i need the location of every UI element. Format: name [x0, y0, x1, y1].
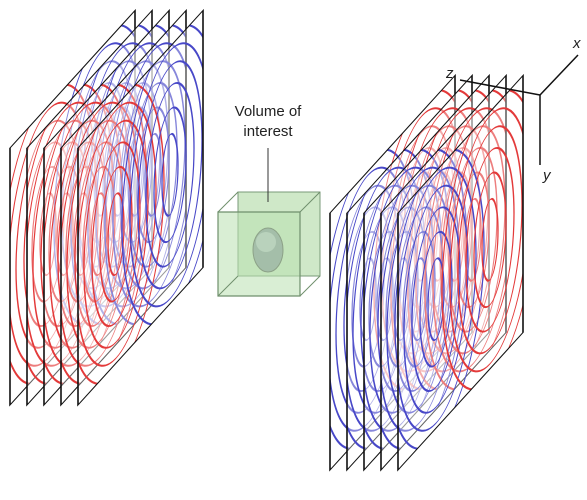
axis-label: x	[572, 35, 581, 52]
diagram: Volume of interest x z y	[0, 0, 587, 500]
left-stack	[0, 0, 218, 427]
volume-cube	[218, 192, 320, 296]
axis-label: z	[445, 65, 454, 82]
label: Volume of	[235, 103, 303, 120]
axis-label: y	[542, 167, 552, 184]
label: interest	[243, 123, 293, 140]
right-stack	[320, 47, 538, 492]
